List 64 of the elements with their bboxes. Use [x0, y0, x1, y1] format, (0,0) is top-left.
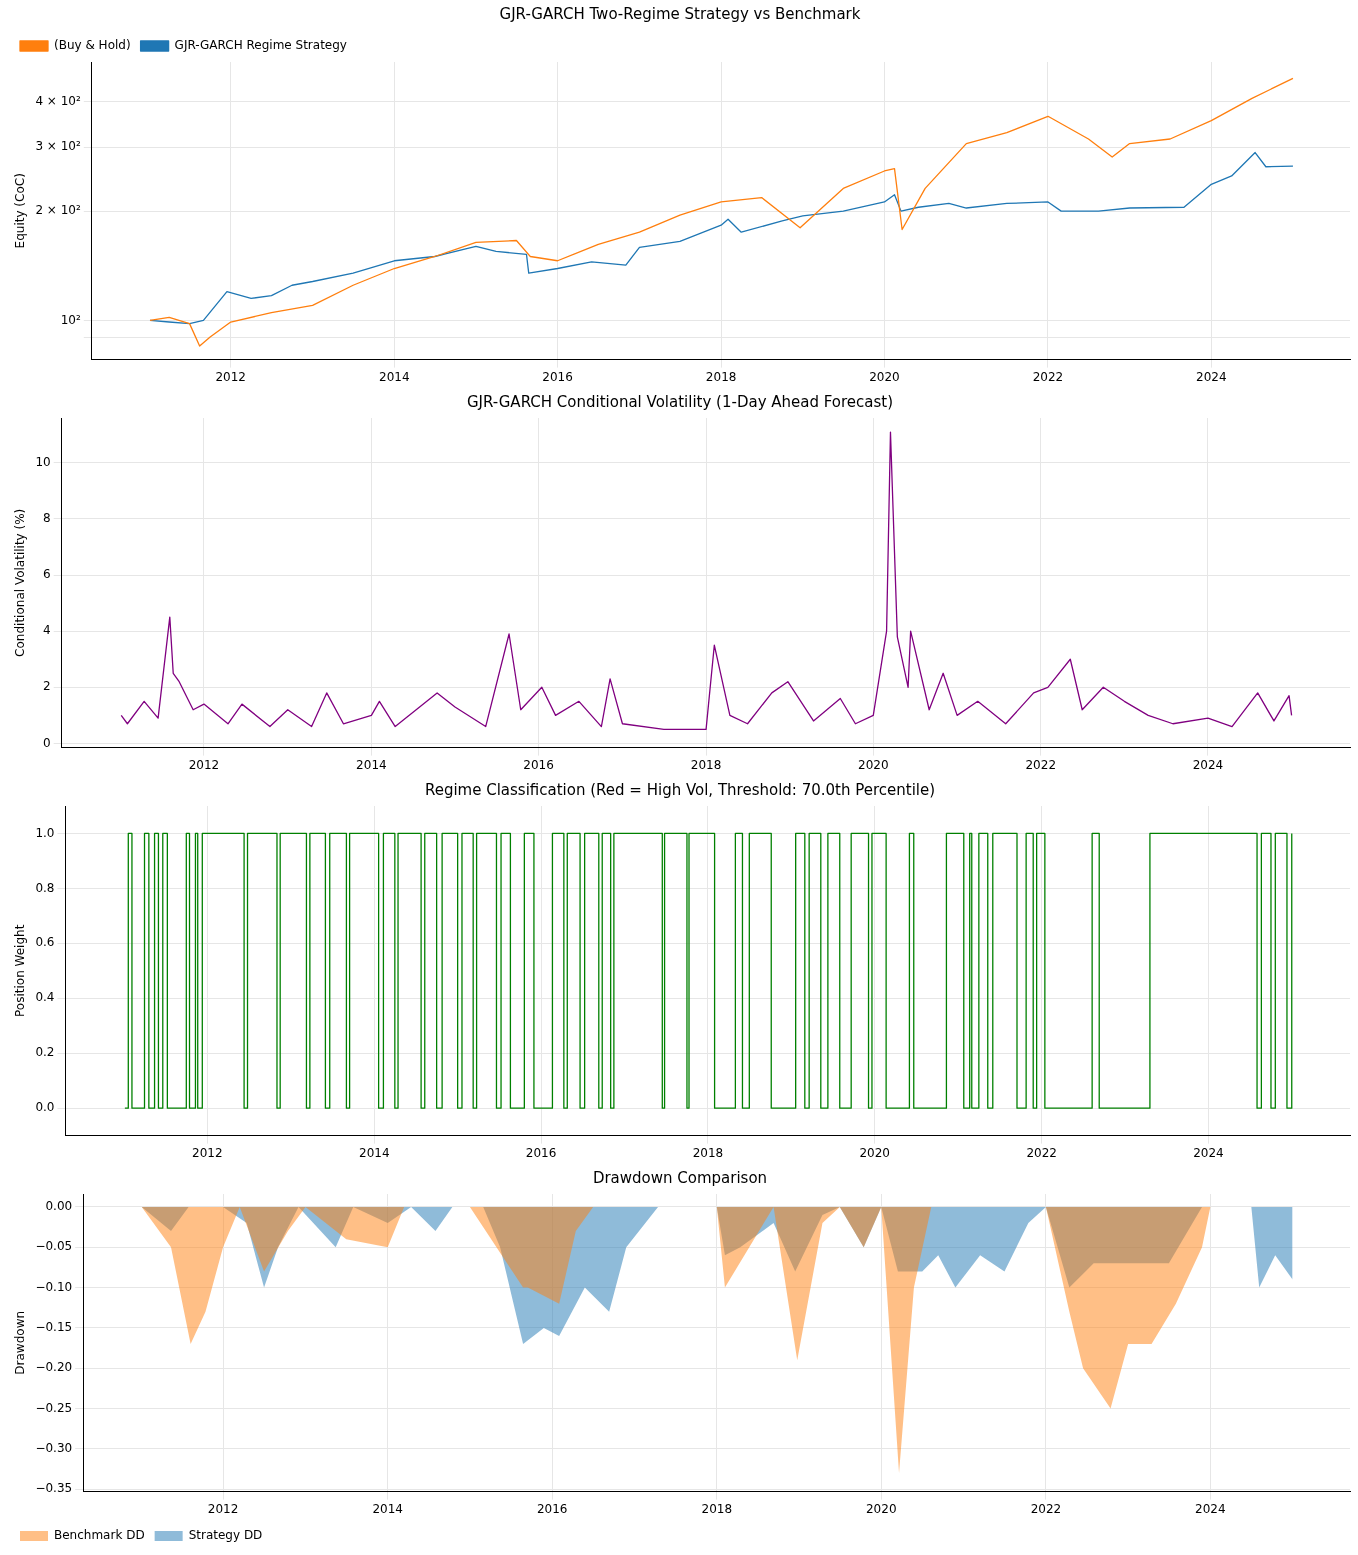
y-tick-label: 3 × 10²: [35, 139, 81, 154]
x-tick-label: 2022: [1030, 1501, 1062, 1516]
x-tick-label: 2016: [542, 369, 573, 384]
x-tick-label: 2020: [858, 757, 889, 772]
y-tick-label: 4: [43, 623, 51, 638]
y-tick-label: −0.25: [35, 1400, 73, 1415]
y-tick-label: 0: [43, 735, 51, 750]
x-tick-label: 2014: [356, 757, 387, 772]
y-tick-label: 4 × 10²: [35, 93, 81, 108]
chart-title: GJR-GARCH Two-Regime Strategy vs Benchmark: [499, 4, 861, 23]
x-tick-label: 2024: [1192, 757, 1224, 772]
x-tick-label: 2022: [1025, 757, 1057, 772]
y-tick-label: 0.00: [45, 1199, 73, 1214]
x-tick-label: 2012: [207, 1501, 239, 1516]
y-tick-label: 0.8: [35, 880, 55, 895]
legend-label: Benchmark DD: [54, 1528, 145, 1543]
chart-title: Regime Classification (Red = High Vol, Threshold: 70.0th Percentile): [424, 780, 936, 799]
x-tick-label: 2018: [692, 1145, 724, 1160]
y-axis-title: Position Weight: [13, 924, 28, 1017]
x-tick-label: 2012: [188, 757, 220, 772]
x-tick-label: 2018: [701, 1501, 733, 1516]
legend-label: (Buy & Hold): [54, 38, 131, 53]
x-tick-label: 2020: [865, 1501, 897, 1516]
y-tick-label: 10²: [60, 312, 81, 327]
x-tick-label: 2018: [705, 369, 737, 384]
y-tick-label: −0.35: [35, 1481, 73, 1496]
y-tick-label: −0.10: [35, 1279, 73, 1294]
y-tick-label: 10: [35, 455, 51, 470]
y-tick-label: 0.2: [35, 1045, 55, 1060]
y-tick-label: −0.30: [35, 1440, 73, 1455]
x-tick-label: 2020: [859, 1145, 890, 1160]
y-tick-label: 0.0: [35, 1100, 55, 1115]
y-tick-label: 6: [43, 567, 51, 582]
y-tick-label: 1.0: [35, 825, 55, 840]
x-tick-label: 2016: [525, 1145, 557, 1160]
x-tick-label: 2014: [359, 1145, 390, 1160]
x-tick-label: 2024: [1193, 1145, 1224, 1160]
y-tick-label: 2: [43, 679, 51, 694]
x-tick-label: 2020: [869, 369, 900, 384]
x-tick-label: 2016: [536, 1501, 568, 1516]
y-axis-title: Equity (CoC): [13, 173, 28, 249]
x-tick-label: 2014: [372, 1501, 403, 1516]
x-tick-label: 2022: [1032, 369, 1064, 384]
legend-label: Strategy DD: [188, 1528, 263, 1543]
y-axis-title: Drawdown: [13, 1310, 28, 1375]
x-tick-label: 2024: [1196, 369, 1227, 384]
y-tick-label: 0.4: [35, 990, 55, 1005]
y-tick-label: 8: [43, 511, 51, 526]
x-tick-label: 2012: [192, 1145, 223, 1160]
x-tick-label: 2018: [690, 757, 722, 772]
legend-label: GJR-GARCH Regime Strategy: [174, 38, 347, 53]
x-tick-label: 2016: [523, 757, 554, 772]
y-axis-title: Conditional Volatility (%): [13, 508, 28, 657]
chart-title: Drawdown Comparison: [592, 1168, 768, 1187]
x-tick-label: 2024: [1195, 1501, 1226, 1516]
y-tick-label: −0.15: [35, 1320, 73, 1334]
chart-title: GJR-GARCH Conditional Volatility (1-Day Ahead Forecast): [466, 392, 894, 411]
y-tick-label: 0.6: [35, 935, 55, 950]
x-tick-label: 2012: [215, 369, 246, 384]
x-tick-label: 2014: [378, 369, 410, 384]
y-tick-label: −0.20: [35, 1360, 73, 1375]
y-tick-label: 2 × 10²: [35, 203, 81, 218]
y-tick-label: −0.05: [35, 1239, 73, 1254]
x-tick-label: 2022: [1026, 1145, 1057, 1160]
